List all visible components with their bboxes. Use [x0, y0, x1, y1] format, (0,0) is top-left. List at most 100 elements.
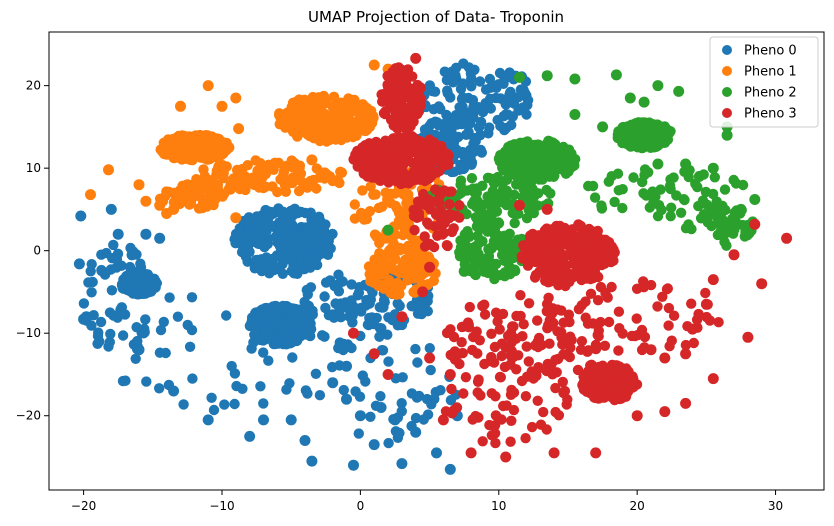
- data-point: [532, 200, 543, 211]
- data-point: [532, 341, 544, 353]
- data-point: [396, 311, 408, 323]
- data-point: [533, 362, 544, 373]
- data-point: [636, 324, 648, 336]
- data-point: [505, 389, 517, 400]
- data-point: [544, 136, 555, 147]
- data-point: [510, 265, 521, 277]
- data-point: [606, 281, 617, 293]
- data-point: [346, 342, 357, 354]
- data-point: [515, 290, 526, 301]
- data-point: [548, 273, 560, 284]
- data-point: [624, 92, 636, 104]
- data-point: [655, 184, 666, 195]
- data-point: [444, 199, 455, 210]
- data-point: [644, 202, 655, 213]
- data-point: [638, 96, 650, 108]
- data-point: [133, 344, 145, 356]
- data-point: [350, 119, 361, 130]
- data-point: [261, 225, 272, 237]
- data-point: [475, 205, 487, 216]
- data-point: [399, 189, 410, 201]
- data-point: [697, 195, 709, 206]
- data-point: [265, 325, 276, 336]
- data-point: [360, 166, 371, 178]
- data-point: [103, 164, 114, 176]
- data-point: [445, 349, 456, 361]
- data-point: [466, 173, 478, 184]
- data-point: [496, 350, 507, 362]
- data-point: [719, 225, 731, 237]
- data-point: [705, 206, 716, 218]
- data-point: [548, 447, 560, 459]
- data-point: [665, 174, 676, 185]
- data-point: [458, 161, 469, 172]
- data-point: [208, 404, 220, 416]
- data-point: [396, 398, 407, 409]
- data-point: [237, 231, 248, 242]
- data-point: [393, 285, 404, 297]
- data-point: [260, 205, 272, 216]
- data-point: [516, 104, 527, 116]
- data-point: [528, 191, 539, 203]
- x-tick-label: −20: [71, 499, 96, 513]
- data-point: [467, 94, 479, 106]
- data-point: [575, 220, 586, 232]
- data-point: [423, 84, 434, 96]
- data-point: [383, 437, 394, 449]
- data-point: [297, 263, 308, 275]
- data-point: [216, 136, 227, 147]
- data-point: [392, 298, 403, 309]
- data-point: [94, 336, 105, 347]
- data-point: [305, 330, 316, 342]
- data-point: [414, 390, 425, 402]
- data-point: [272, 186, 283, 198]
- data-point: [244, 246, 255, 258]
- data-point: [287, 122, 298, 133]
- data-point: [302, 251, 313, 262]
- data-point: [709, 172, 720, 183]
- data-point: [475, 144, 486, 156]
- data-point: [86, 287, 97, 298]
- data-point: [617, 328, 628, 339]
- data-point: [258, 398, 269, 409]
- data-point: [513, 350, 524, 361]
- data-point: [719, 236, 730, 248]
- data-point: [749, 194, 761, 205]
- data-point: [418, 188, 429, 200]
- legend-label: Pheno 2: [744, 86, 797, 101]
- data-point: [737, 179, 749, 191]
- data-point: [400, 73, 411, 85]
- data-point: [721, 129, 733, 141]
- data-point: [408, 132, 420, 144]
- data-point: [306, 455, 318, 467]
- data-point: [286, 333, 297, 344]
- data-point: [550, 406, 561, 418]
- data-point: [185, 198, 196, 209]
- data-point: [573, 304, 585, 315]
- data-point: [494, 324, 505, 335]
- data-point: [208, 199, 219, 211]
- data-point: [419, 231, 430, 242]
- data-point: [418, 295, 430, 306]
- data-point: [474, 335, 485, 346]
- data-point: [78, 298, 90, 309]
- data-point: [263, 217, 274, 229]
- series-2-points: [382, 69, 761, 285]
- data-point: [425, 364, 436, 376]
- data-point: [729, 222, 740, 233]
- data-point: [508, 208, 519, 219]
- data-point: [457, 78, 469, 89]
- data-point: [186, 292, 198, 303]
- data-point: [537, 174, 548, 185]
- data-point: [216, 100, 228, 112]
- data-point: [547, 306, 558, 317]
- data-point: [105, 328, 116, 340]
- data-point: [318, 97, 329, 109]
- data-point: [661, 284, 673, 295]
- data-point: [424, 343, 435, 354]
- data-point: [350, 386, 361, 397]
- data-point: [470, 188, 481, 199]
- data-point: [290, 159, 302, 170]
- data-point: [307, 238, 318, 249]
- data-point: [590, 262, 601, 273]
